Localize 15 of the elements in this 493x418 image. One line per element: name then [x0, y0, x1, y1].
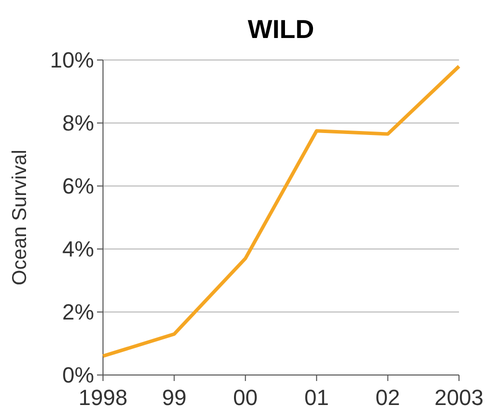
x-tick-label: 2003	[434, 385, 484, 410]
y-tick-label: 6%	[62, 174, 94, 199]
y-tick-label: 10%	[50, 48, 94, 73]
y-tick-label: 2%	[62, 300, 94, 325]
x-tick-label: 99	[162, 385, 186, 410]
line-series	[101, 64, 461, 358]
x-tick-label: 00	[233, 385, 258, 410]
x-tick-label: 01	[304, 385, 329, 410]
y-tick-label: 0%	[62, 362, 94, 388]
x-tick-label: 1998	[78, 385, 128, 410]
chart-title: WILD	[248, 14, 314, 44]
y-axis-title: Ocean Survival	[9, 150, 31, 286]
x-tick-label: 02	[376, 385, 400, 410]
y-tick-label: 8%	[62, 110, 94, 136]
y-tick-label: 4%	[62, 236, 94, 262]
